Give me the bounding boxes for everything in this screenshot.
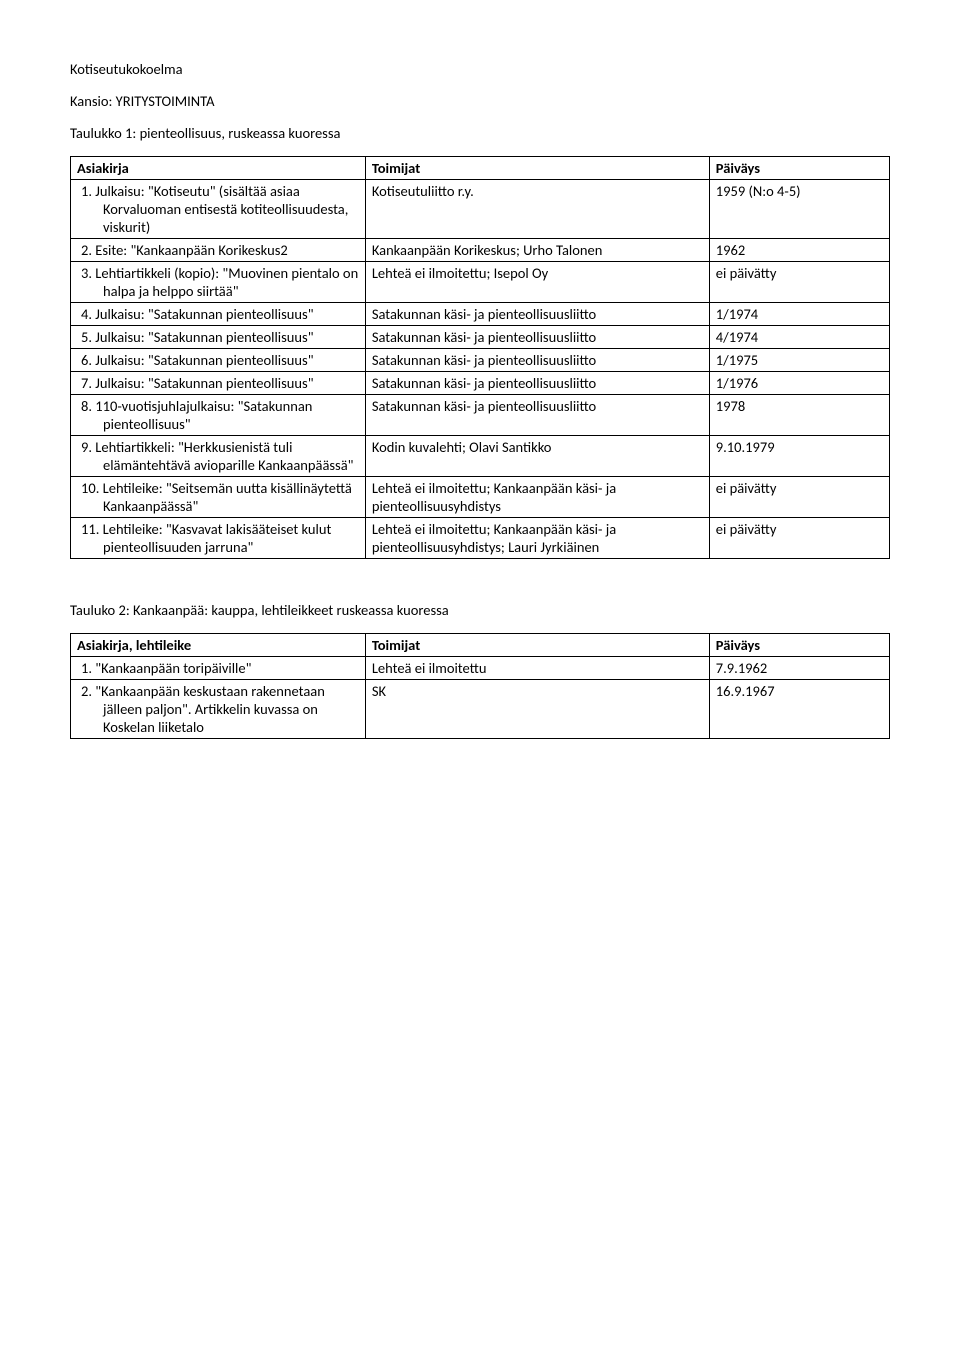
table1-cell-asiakirja: 7. Julkaisu: "Satakunnan pienteollisuus" bbox=[71, 372, 366, 395]
table1-cell-asiakirja: 8. 110-vuotisjuhlajulkaisu: "Satakunnan … bbox=[71, 395, 366, 436]
table1-cell-paivays: 1959 (N:o 4-5) bbox=[709, 180, 889, 239]
table1-cell-paivays: 4/1974 bbox=[709, 326, 889, 349]
table1-cell-asiakirja: 10. Lehtileike: "Seitsemän uutta kisälli… bbox=[71, 477, 366, 518]
table2-header-c2: Toimijat bbox=[365, 634, 709, 657]
table1-row: 6. Julkaisu: "Satakunnan pienteollisuus"… bbox=[71, 349, 890, 372]
table1-row: 2. Esite: "Kankaanpään Korikeskus2Kankaa… bbox=[71, 239, 890, 262]
table2-cell-paivays: 7.9.1962 bbox=[709, 657, 889, 680]
table1-header-c3: Päiväys bbox=[709, 157, 889, 180]
table1-row: 7. Julkaisu: "Satakunnan pienteollisuus"… bbox=[71, 372, 890, 395]
table1-row: 9. Lehtiartikkeli: "Herkkusienistä tuli … bbox=[71, 436, 890, 477]
table1-row: 3. Lehtiartikkeli (kopio): "Muovinen pie… bbox=[71, 262, 890, 303]
table1-row: 10. Lehtileike: "Seitsemän uutta kisälli… bbox=[71, 477, 890, 518]
table1-cell-toimijat: Kotiseutuliitto r.y. bbox=[365, 180, 709, 239]
table1-cell-toimijat: Satakunnan käsi- ja pienteollisuusliitto bbox=[365, 349, 709, 372]
table1-row: 1. Julkaisu: "Kotiseutu" (sisältää asiaa… bbox=[71, 180, 890, 239]
table1: Asiakirja Toimijat Päiväys 1. Julkaisu: … bbox=[70, 156, 890, 559]
spacer bbox=[70, 559, 890, 587]
table1-cell-paivays: 1962 bbox=[709, 239, 889, 262]
table1-row: 4. Julkaisu: "Satakunnan pienteollisuus"… bbox=[71, 303, 890, 326]
table1-cell-paivays: 9.10.1979 bbox=[709, 436, 889, 477]
table1-cell-toimijat: Lehteä ei ilmoitettu; Kankaanpään käsi- … bbox=[365, 518, 709, 559]
table1-cell-toimijat: Satakunnan käsi- ja pienteollisuusliitto bbox=[365, 326, 709, 349]
table1-cell-paivays: ei päivätty bbox=[709, 477, 889, 518]
table2-cell-toimijat: SK bbox=[365, 680, 709, 739]
table2-title: Tauluko 2: Kankaanpää: kauppa, lehtileik… bbox=[70, 601, 890, 619]
table2: Asiakirja, lehtileike Toimijat Päiväys 1… bbox=[70, 633, 890, 739]
table1-cell-paivays: 1/1974 bbox=[709, 303, 889, 326]
table1-cell-paivays: ei päivätty bbox=[709, 262, 889, 303]
table2-row: 2. "Kankaanpään keskustaan rakennetaan j… bbox=[71, 680, 890, 739]
table1-cell-asiakirja: 4. Julkaisu: "Satakunnan pienteollisuus" bbox=[71, 303, 366, 326]
table1-cell-asiakirja: 11. Lehtileike: "Kasvavat lakisääteiset … bbox=[71, 518, 366, 559]
page-subheading: Kansio: YRITYSTOIMINTA bbox=[70, 92, 890, 110]
table1-cell-asiakirja: 2. Esite: "Kankaanpään Korikeskus2 bbox=[71, 239, 366, 262]
table1-cell-toimijat: Lehteä ei ilmoitettu; Kankaanpään käsi- … bbox=[365, 477, 709, 518]
table1-cell-toimijat: Satakunnan käsi- ja pienteollisuusliitto bbox=[365, 372, 709, 395]
table1-cell-asiakirja: 3. Lehtiartikkeli (kopio): "Muovinen pie… bbox=[71, 262, 366, 303]
table1-cell-asiakirja: 5. Julkaisu: "Satakunnan pienteollisuus" bbox=[71, 326, 366, 349]
table1-header-c1: Asiakirja bbox=[71, 157, 366, 180]
table1-header-row: Asiakirja Toimijat Päiväys bbox=[71, 157, 890, 180]
table2-cell-paivays: 16.9.1967 bbox=[709, 680, 889, 739]
table1-cell-asiakirja: 6. Julkaisu: "Satakunnan pienteollisuus" bbox=[71, 349, 366, 372]
table1-cell-paivays: 1978 bbox=[709, 395, 889, 436]
table1-cell-toimijat: Kankaanpään Korikeskus; Urho Talonen bbox=[365, 239, 709, 262]
table1-cell-paivays: ei päivätty bbox=[709, 518, 889, 559]
table1-header-c2: Toimijat bbox=[365, 157, 709, 180]
table1-cell-asiakirja: 1. Julkaisu: "Kotiseutu" (sisältää asiaa… bbox=[71, 180, 366, 239]
table1-cell-asiakirja: 9. Lehtiartikkeli: "Herkkusienistä tuli … bbox=[71, 436, 366, 477]
table2-header-c3: Päiväys bbox=[709, 634, 889, 657]
table1-cell-toimijat: Lehteä ei ilmoitettu; Isepol Oy bbox=[365, 262, 709, 303]
table1-cell-toimijat: Satakunnan käsi- ja pienteollisuusliitto bbox=[365, 395, 709, 436]
table2-cell-asiakirja: 2. "Kankaanpään keskustaan rakennetaan j… bbox=[71, 680, 366, 739]
table1-title: Taulukko 1: pienteollisuus, ruskeassa ku… bbox=[70, 124, 890, 142]
table2-header-row: Asiakirja, lehtileike Toimijat Päiväys bbox=[71, 634, 890, 657]
table2-header-c1: Asiakirja, lehtileike bbox=[71, 634, 366, 657]
table2-cell-toimijat: Lehteä ei ilmoitettu bbox=[365, 657, 709, 680]
table1-cell-paivays: 1/1976 bbox=[709, 372, 889, 395]
page-heading: Kotiseutukokoelma bbox=[70, 60, 890, 78]
table1-row: 5. Julkaisu: "Satakunnan pienteollisuus"… bbox=[71, 326, 890, 349]
table2-cell-asiakirja: 1. "Kankaanpään toripäiville" bbox=[71, 657, 366, 680]
table1-row: 11. Lehtileike: "Kasvavat lakisääteiset … bbox=[71, 518, 890, 559]
table1-cell-toimijat: Satakunnan käsi- ja pienteollisuusliitto bbox=[365, 303, 709, 326]
table1-cell-paivays: 1/1975 bbox=[709, 349, 889, 372]
table1-row: 8. 110-vuotisjuhlajulkaisu: "Satakunnan … bbox=[71, 395, 890, 436]
table2-row: 1. "Kankaanpään toripäiville"Lehteä ei i… bbox=[71, 657, 890, 680]
table1-cell-toimijat: Kodin kuvalehti; Olavi Santikko bbox=[365, 436, 709, 477]
